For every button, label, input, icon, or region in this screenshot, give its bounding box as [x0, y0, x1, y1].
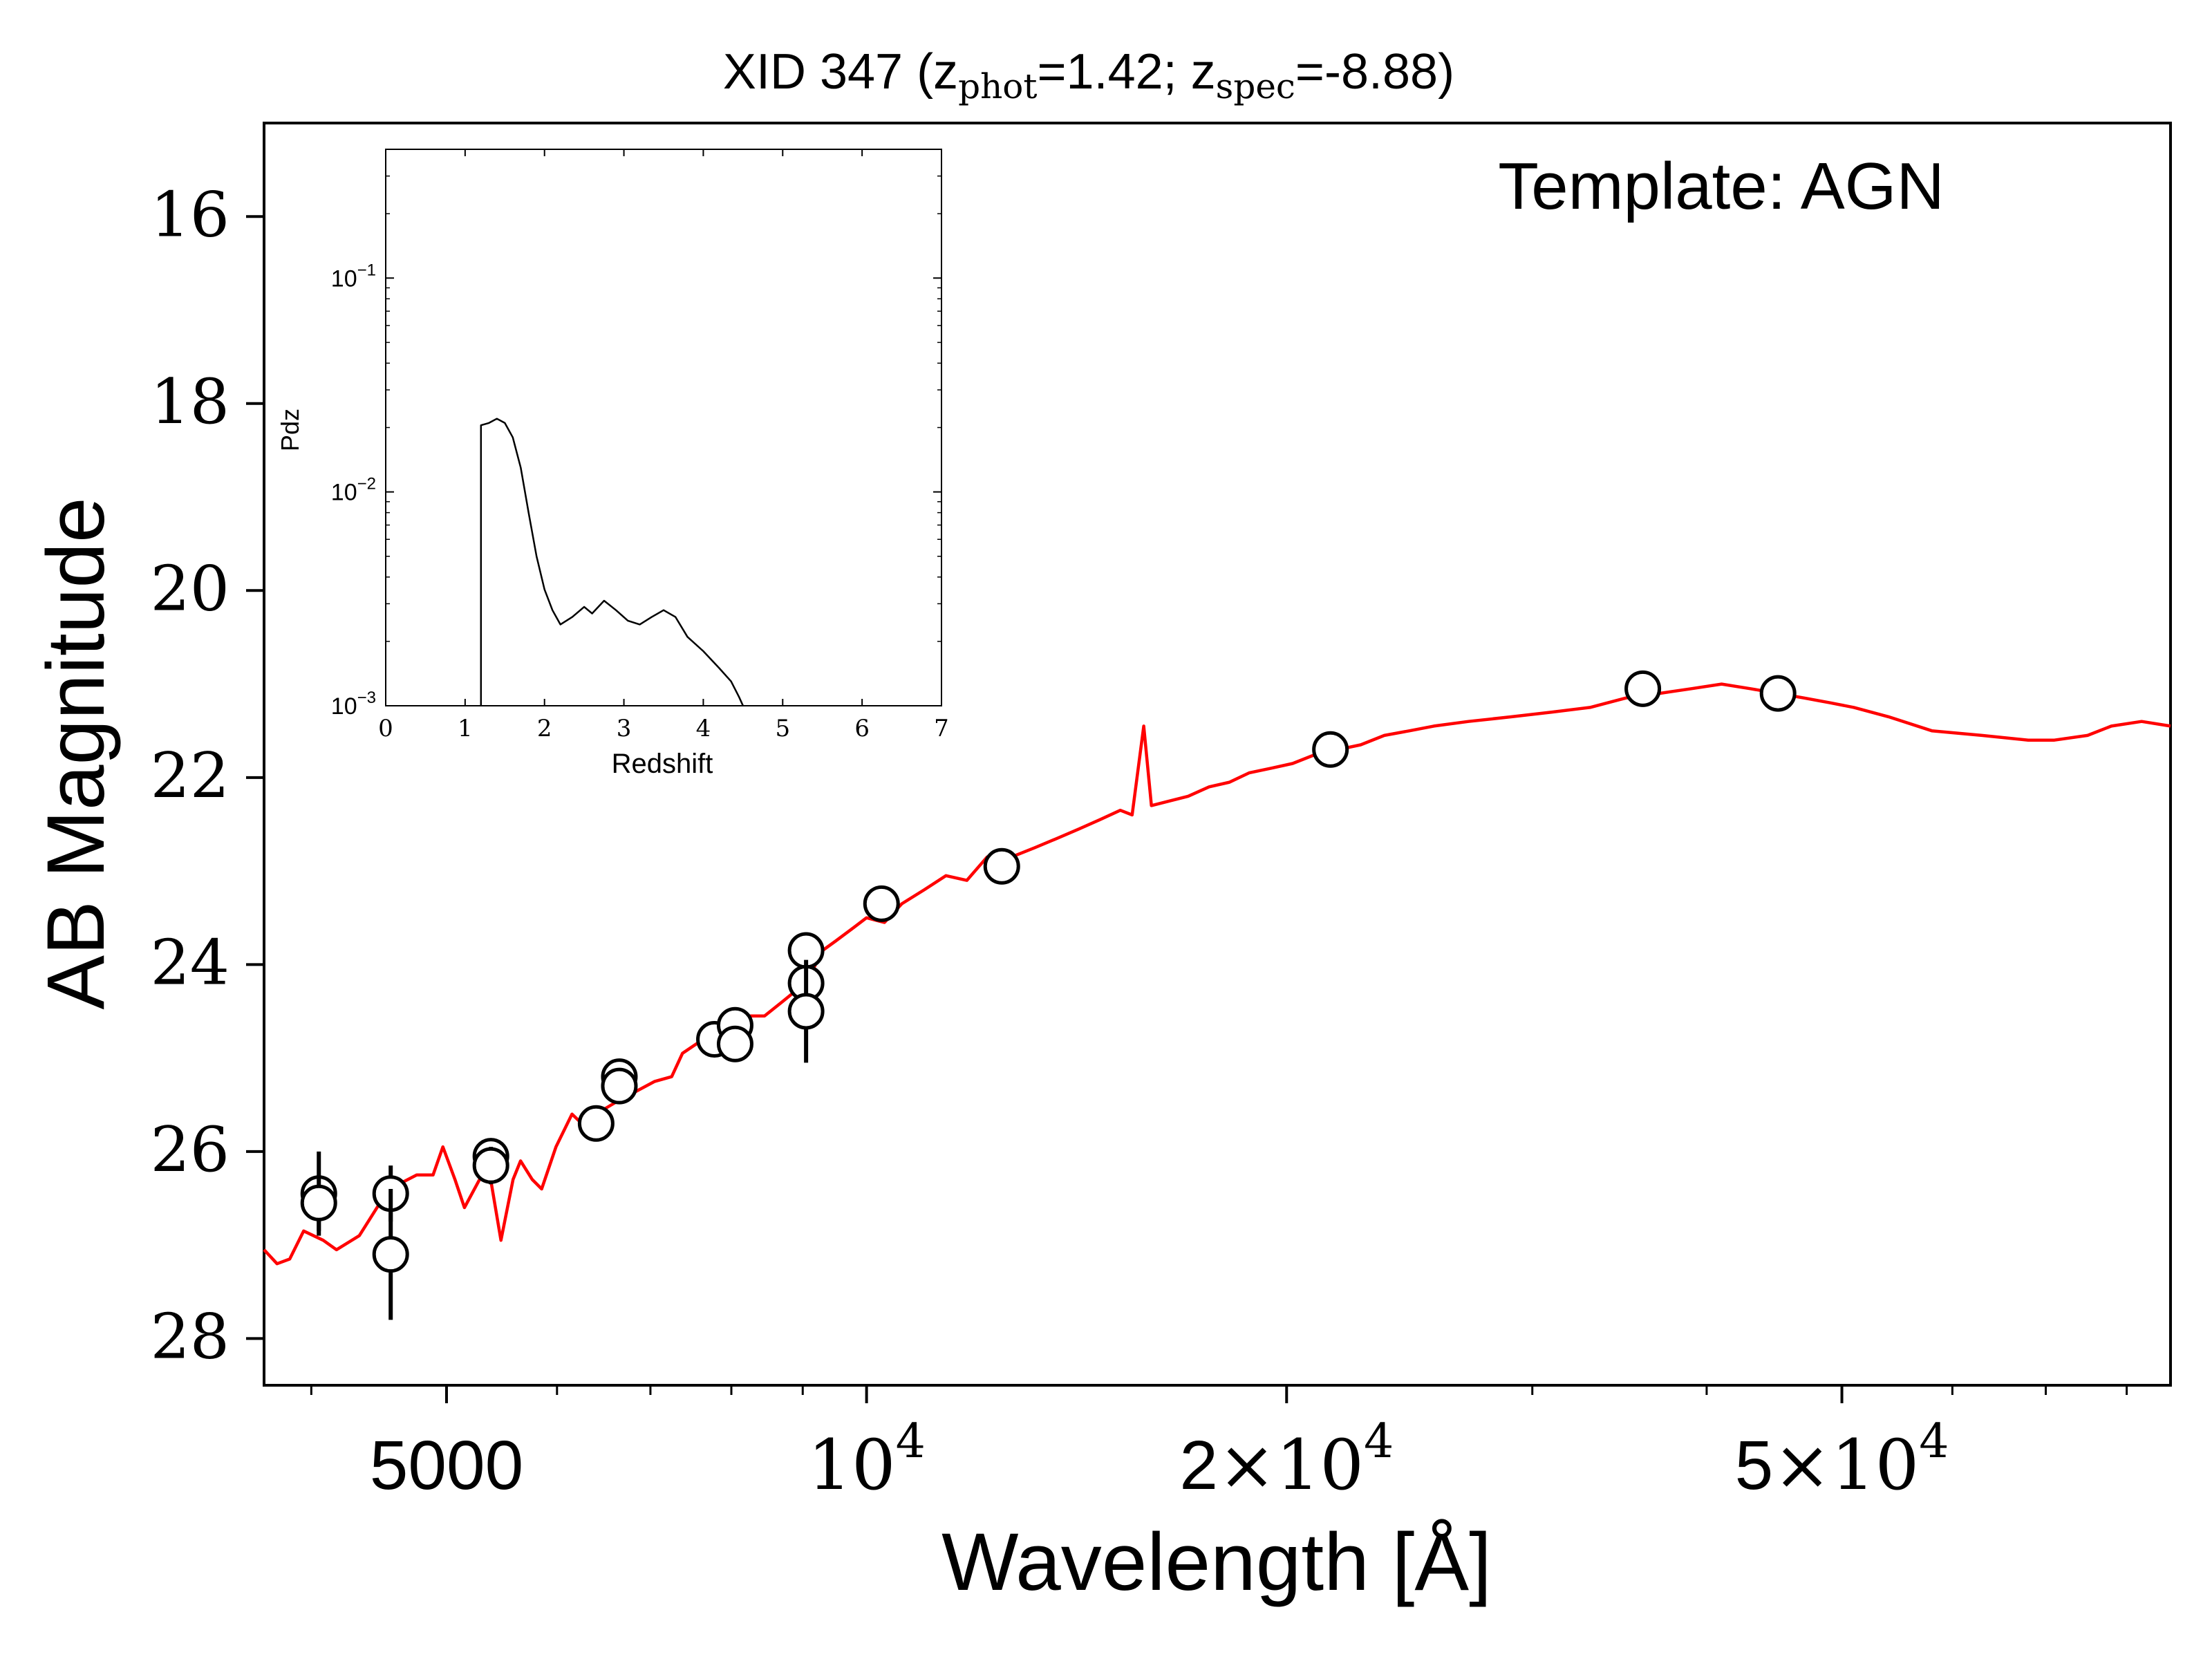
inset-y-tick-label: 10−3	[331, 688, 376, 720]
chart-title-phot-subscript: phot	[958, 66, 1037, 106]
y-tick-label: 28	[150, 1300, 229, 1373]
inset-x-tick-label: 1	[458, 715, 473, 742]
photometry-point	[577, 1105, 615, 1142]
photometry-point	[372, 1236, 409, 1273]
main-y-axis: 16 18 20 22 24 26 28	[150, 178, 264, 1373]
photometry-point	[716, 1025, 753, 1062]
photometry-point	[983, 847, 1020, 885]
inset-plot-area	[385, 149, 942, 706]
inset-y-axis-label: Pdz	[276, 409, 304, 451]
chart-title-prefix: XID 347 (z	[723, 44, 958, 100]
y-tick-label: 16	[150, 178, 229, 251]
y-tick-label: 20	[150, 552, 229, 625]
pdz-curve	[480, 418, 744, 706]
inset-x-tick-label: 2	[537, 715, 552, 742]
chart-title-phot-value: =1.42; z	[1037, 44, 1215, 100]
inset-x-tick-label: 7	[934, 715, 949, 742]
photometry-point	[472, 1147, 509, 1184]
photometry-point	[787, 993, 825, 1030]
y-tick-label: 24	[150, 926, 229, 999]
chart-title: XID 347 (zphot=1.42; zspec=-8.88)	[723, 44, 1454, 106]
y-axis-label: AB Magnitude	[30, 497, 122, 1009]
photometry-point	[1759, 675, 1797, 712]
inset-x-tick-label: 0	[378, 715, 393, 742]
inset-x-tick-label: 3	[617, 715, 632, 742]
template-annotation: Template: AGN	[1498, 149, 1944, 223]
photometry-point	[300, 1184, 337, 1221]
x-tick-label: 5000	[370, 1427, 523, 1504]
inset-x-tick-label: 6	[854, 715, 870, 742]
x-tick-label: 2×104	[1179, 1414, 1394, 1506]
y-tick-label: 18	[150, 366, 229, 438]
x-axis-label: Wavelength [Å]	[941, 1517, 1492, 1608]
y-tick-label: 22	[150, 740, 229, 812]
inset-plot: 0 1 2 3 4 5 6 7 10−1 10−2 10−3 Redshift Pdz	[276, 149, 949, 779]
inset-y-tick-label: 10−1	[331, 261, 376, 292]
main-x-axis: 5000 104 2×104 5×104	[310, 1385, 2128, 1506]
photometry-point	[863, 885, 900, 922]
x-tick-label: 5×104	[1735, 1414, 1949, 1506]
inset-x-axis-label: Redshift	[612, 749, 713, 779]
inset-series-layer	[480, 418, 744, 706]
inset-x-tick-label: 4	[696, 715, 711, 742]
agn-template-line	[263, 682, 2171, 1266]
photometry-point	[601, 1067, 638, 1105]
y-tick-label: 26	[150, 1114, 229, 1186]
chart-title-spec-value: =-8.88)	[1295, 44, 1454, 100]
inset-y-tick-label: 10−2	[331, 475, 376, 506]
x-tick-label: 104	[807, 1414, 926, 1506]
chart-title-spec-subscript: spec	[1216, 66, 1295, 106]
main-series-layer	[263, 670, 2171, 1320]
photometry-point	[1624, 670, 1662, 707]
photometry-point	[1312, 731, 1349, 768]
inset-axes: 0 1 2 3 4 5 6 7 10−1 10−2 10−3	[331, 149, 949, 742]
inset-x-tick-label: 5	[775, 715, 790, 742]
